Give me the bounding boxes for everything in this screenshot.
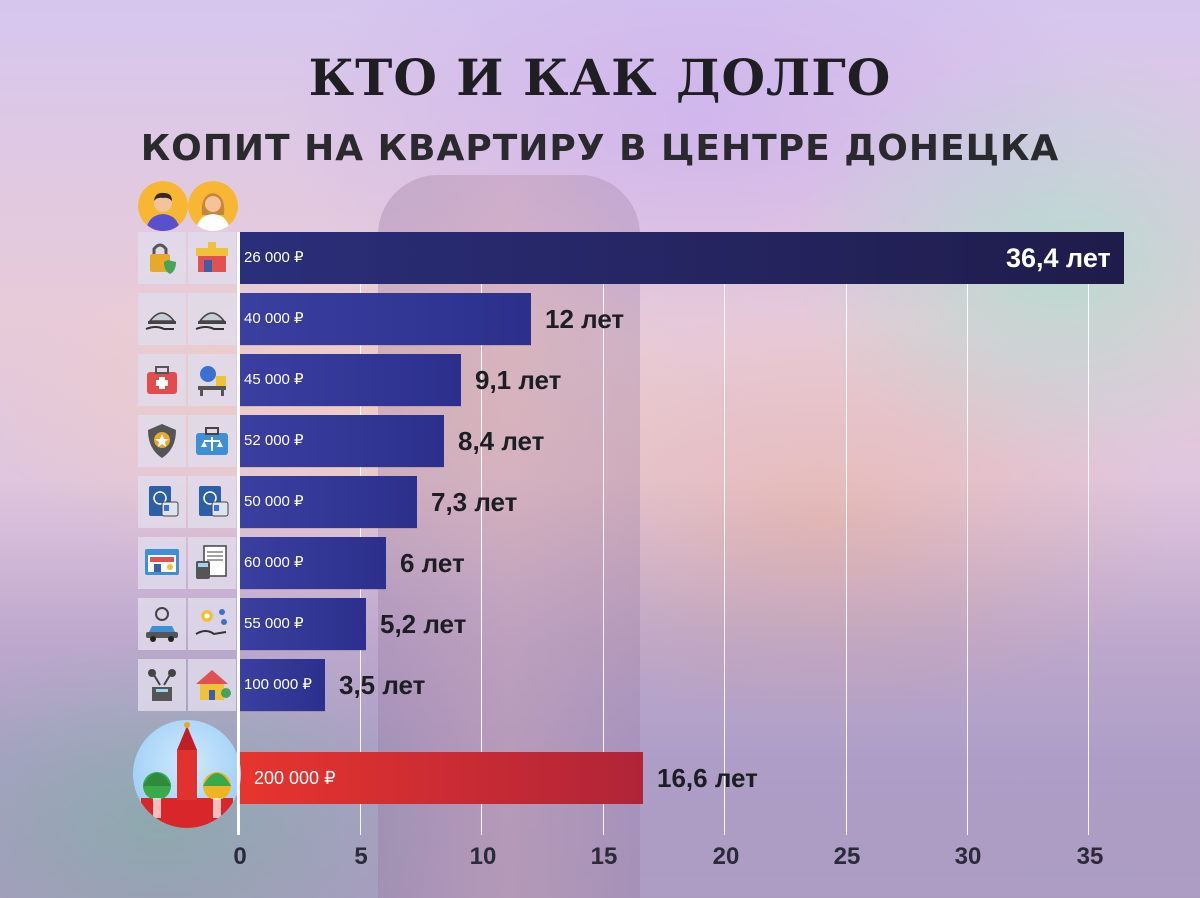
cloche-hand-icon	[138, 293, 186, 345]
gridline	[481, 232, 482, 835]
gridline	[724, 232, 725, 835]
value-label: 8,4 лет	[458, 426, 545, 456]
salary-label: 52 000 ₽	[244, 432, 304, 449]
gridline	[1088, 232, 1089, 835]
value-label: 36,4 лет	[1006, 243, 1111, 273]
passport-icon	[138, 476, 186, 528]
value-label: 7,3 лет	[431, 487, 518, 517]
bar: 50 000 ₽	[240, 476, 417, 528]
police-badge-icon	[138, 415, 186, 467]
x-tick-label: 5	[354, 843, 368, 870]
salary-label: 100 000 ₽	[244, 676, 312, 693]
female-avatar-icon	[188, 181, 238, 231]
moscow-value-label: 16,6 лет	[657, 763, 758, 793]
value-label: 3,5 лет	[339, 670, 426, 700]
first-aid-kit-icon	[138, 354, 186, 406]
lock-shield-icon	[138, 232, 186, 284]
house-icon	[188, 659, 236, 711]
x-tick-label: 30	[954, 843, 982, 870]
x-tick-label: 0	[233, 843, 247, 870]
moscow-bar: 200 000 ₽	[240, 752, 643, 804]
x-tick-label: 20	[712, 843, 740, 870]
gridline	[603, 232, 604, 835]
passport-icon	[188, 476, 236, 528]
male-avatar-icon	[138, 181, 188, 231]
car-service-icon	[138, 598, 186, 650]
chart-subtitle: КОПИТ НА КВАРТИРУ В ЦЕНТРЕ ДОНЕЦКА	[140, 128, 1060, 169]
bar: 60 000 ₽	[240, 537, 386, 589]
moscow-salary-label: 200 000 ₽	[254, 768, 336, 788]
kremlin-icon	[133, 720, 241, 828]
salary-label: 55 000 ₽	[244, 615, 304, 632]
salary-label: 26 000 ₽	[244, 249, 304, 266]
value-label: 6 лет	[400, 548, 465, 578]
press-conference-icon	[138, 659, 186, 711]
y-axis-line	[237, 232, 240, 835]
bar: 40 000 ₽	[240, 293, 531, 345]
bar: 52 000 ₽	[240, 415, 444, 467]
teacher-desk-icon	[188, 354, 236, 406]
bar: 26 000 ₽	[240, 232, 1124, 284]
value-label: 5,2 лет	[380, 609, 467, 639]
x-tick-label: 25	[833, 843, 861, 870]
accountant-icon	[188, 537, 236, 589]
lawyer-briefcase-icon	[188, 415, 236, 467]
bar: 100 000 ₽	[240, 659, 325, 711]
web-shop-icon	[138, 537, 186, 589]
cloche-hand-icon	[188, 293, 236, 345]
salary-label: 40 000 ₽	[244, 310, 304, 327]
bar: 55 000 ₽	[240, 598, 366, 650]
salary-label: 60 000 ₽	[244, 554, 304, 571]
x-tick-label: 15	[590, 843, 618, 870]
value-label: 12 лет	[545, 304, 625, 334]
gridline	[846, 232, 847, 835]
gridline	[967, 232, 968, 835]
gear-hand-icon	[188, 598, 236, 650]
chart-title: КТО И КАК ДОЛГО	[308, 48, 892, 107]
salary-label: 50 000 ₽	[244, 493, 304, 510]
x-tick-label: 10	[469, 843, 497, 870]
value-label: 9,1 лет	[475, 365, 562, 395]
bar: 45 000 ₽	[240, 354, 461, 406]
salary-label: 45 000 ₽	[244, 371, 304, 388]
shop-icon	[188, 232, 236, 284]
x-tick-label: 35	[1076, 843, 1104, 870]
gridline	[360, 232, 361, 835]
